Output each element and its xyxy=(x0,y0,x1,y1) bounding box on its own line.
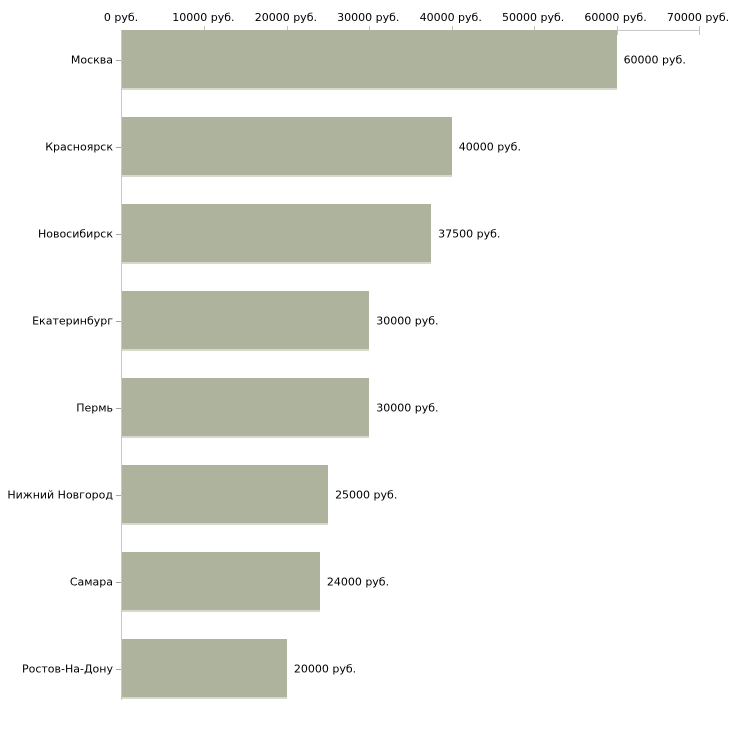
category-tick xyxy=(116,321,121,322)
bar-row: Екатеринбург 30000 руб. xyxy=(32,291,699,351)
category-tick xyxy=(116,234,121,235)
category-label: Ростов-На-Дону xyxy=(21,662,113,676)
bar-row: Ростов-На-Дону 20000 руб. xyxy=(22,639,699,699)
bar-row: Нижний Новгород 25000 руб. xyxy=(7,465,699,525)
category-label: Екатеринбург xyxy=(32,314,113,328)
x-axis-tick-label: 70000 руб. xyxy=(666,11,730,24)
bar xyxy=(122,204,432,264)
x-axis-tick-label: 30000 руб. xyxy=(337,11,400,24)
x-axis-tick xyxy=(616,26,618,35)
bar-row: Москва 60000 руб. xyxy=(71,30,699,90)
bar-row: Новосибирск 37500 руб. xyxy=(38,204,699,264)
x-axis-tick-label: 60000 руб. xyxy=(584,11,647,24)
bar xyxy=(122,291,370,351)
category-tick xyxy=(116,495,121,496)
bar xyxy=(122,30,617,90)
value-label: 60000 руб. xyxy=(623,53,686,67)
x-axis-tick-label: 50000 руб. xyxy=(502,11,565,24)
value-label: 40000 руб. xyxy=(458,140,521,154)
value-label: 37500 руб. xyxy=(438,227,501,241)
category-tick xyxy=(116,147,121,148)
category-tick xyxy=(116,582,121,583)
value-label: 30000 руб. xyxy=(376,314,439,328)
category-label: Новосибирск xyxy=(37,227,113,241)
bar xyxy=(122,465,329,525)
x-axis-tick xyxy=(699,26,700,35)
category-tick xyxy=(116,669,121,670)
value-label: 24000 руб. xyxy=(326,575,390,589)
x-axis-tick-label: 0 руб. xyxy=(103,11,139,24)
value-label: 30000 руб. xyxy=(376,401,439,415)
bar xyxy=(122,117,452,177)
value-label: 20000 руб. xyxy=(293,662,357,676)
category-tick xyxy=(116,60,121,61)
category-label: Пермь xyxy=(76,401,113,415)
category-label: Самара xyxy=(69,575,113,589)
bar-row: Самара 24000 руб. xyxy=(70,552,699,612)
x-axis-tick-label: 10000 руб. xyxy=(172,11,235,24)
bar xyxy=(122,639,287,699)
category-label: Нижний Новгород xyxy=(7,488,113,502)
bar-row: Пермь 30000 руб. xyxy=(76,378,699,438)
category-label: Москва xyxy=(70,53,113,67)
bar xyxy=(122,378,370,438)
category-tick xyxy=(116,408,121,409)
plot-area: Москва 60000 руб. Красноярск 40000 руб. Ново… xyxy=(7,26,700,700)
bar-row: Красноярск 40000 руб. xyxy=(45,117,699,177)
x-axis-tick-label: 20000 руб. xyxy=(254,11,317,24)
value-label: 25000 руб. xyxy=(335,488,398,502)
x-axis-tick-label: 40000 руб. xyxy=(419,11,482,24)
bar xyxy=(122,552,320,612)
category-label: Красноярск xyxy=(45,140,113,154)
